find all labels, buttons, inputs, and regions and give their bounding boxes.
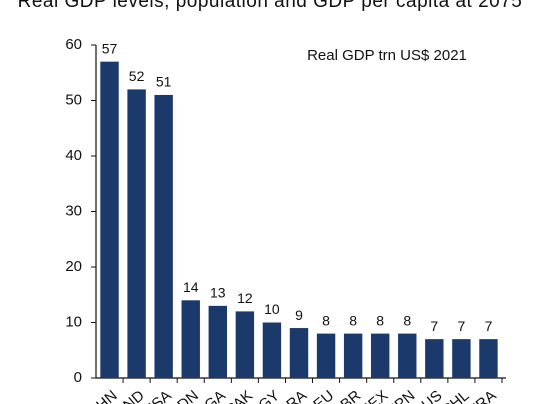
y-tick-label: 40 [65,147,82,164]
bar [479,339,498,378]
bar [316,333,336,378]
bar [343,333,363,378]
bar [181,300,200,378]
bar [289,328,309,378]
data-label: 9 [295,307,303,323]
x-tick-label: FRA [466,387,500,404]
bar [398,333,417,378]
bar [100,61,119,379]
y-tick-label: 60 [65,36,82,53]
x-tick-label: JPN [386,387,419,404]
data-label: 14 [183,279,199,295]
annotation: Real GDP trn US$ 2021 [307,47,467,64]
data-label: 8 [322,312,330,328]
data-label: 52 [129,68,145,84]
data-label: 8 [376,312,384,328]
data-label: 7 [430,318,438,334]
x-tick-label: PHL [439,387,472,404]
x-tick-label: USA [140,387,175,404]
y-tick-label: 50 [65,91,82,108]
y-tick-label: 30 [65,202,82,219]
data-label: 7 [458,318,466,334]
y-tick-label: 10 [65,313,82,330]
x-tick-label: BRA [276,387,311,404]
x-tick-label: IDN [171,387,202,404]
bar [425,339,444,378]
bar [235,311,255,378]
chart-title: Real GDP levels, population and GDP per … [18,0,523,12]
bar [127,89,146,379]
data-label: 57 [102,40,118,56]
x-tick-label: CHN [85,387,121,404]
bar [370,333,390,378]
data-label: 51 [156,74,172,90]
data-label: 13 [210,285,226,301]
y-tick-label: 20 [65,258,82,275]
bar [262,322,282,378]
x-tick-label: PAK [223,387,256,404]
data-label: 10 [264,301,280,317]
data-label: 7 [485,318,493,334]
y-tick-label: 0 [74,369,82,386]
data-label: 8 [349,312,357,328]
x-tick-label: IND [117,387,148,404]
data-label: 12 [237,290,253,306]
bar [452,339,471,378]
bar [208,305,228,378]
data-label: 8 [403,312,411,328]
bar [154,94,173,378]
